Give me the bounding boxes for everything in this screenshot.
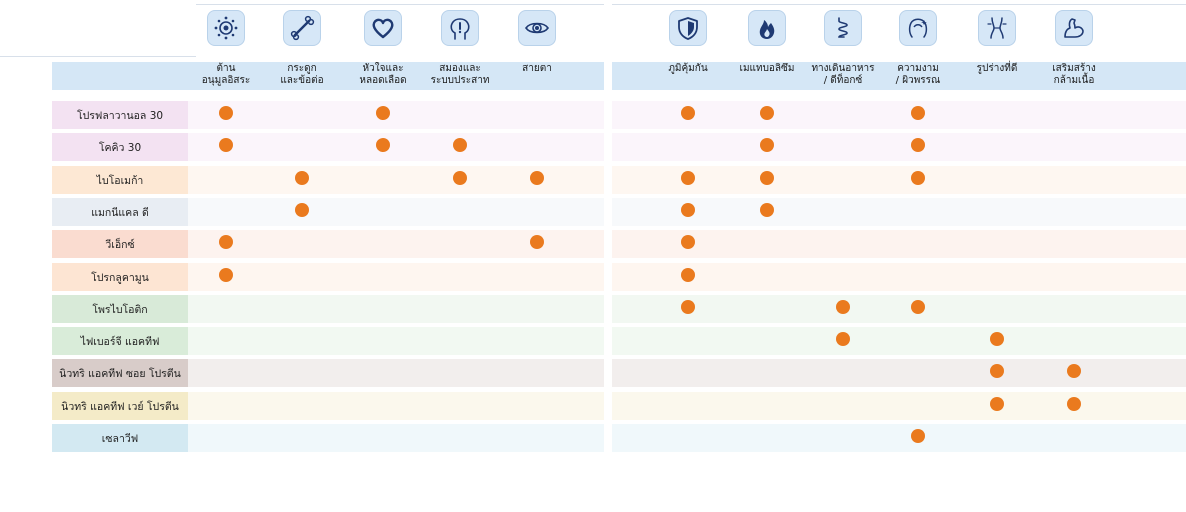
column-label-eye: สายตา bbox=[522, 63, 552, 74]
top-divider-left bbox=[196, 4, 604, 5]
table-row-bg bbox=[612, 101, 1186, 129]
table-row-bg bbox=[612, 295, 1186, 323]
table-row-bg bbox=[612, 327, 1186, 355]
benefit-dot-shield bbox=[681, 203, 695, 217]
benefit-dot-digestion bbox=[836, 332, 850, 346]
column-label-immunity: ต้าน อนุมูลอิสระ bbox=[201, 63, 251, 86]
benefit-dot-metabolism bbox=[760, 106, 774, 120]
row-label: โปรฟลาวานอล 30 bbox=[52, 101, 188, 129]
side-divider bbox=[0, 56, 196, 57]
table-row-bg bbox=[188, 101, 604, 129]
benefit-dot-brain bbox=[453, 138, 467, 152]
benefit-dot-immunity bbox=[219, 106, 233, 120]
top-divider-right bbox=[612, 4, 1186, 5]
row-label: นิวทริ แอคทีฟ เวย์ โปรตีน bbox=[52, 392, 188, 420]
benefit-dot-shield bbox=[681, 235, 695, 249]
benefit-dot-immunity bbox=[219, 235, 233, 249]
column-label-shape: รูปร่างที่ดี bbox=[976, 63, 1018, 74]
brain-icon bbox=[441, 10, 479, 46]
table-row-bg bbox=[188, 424, 604, 452]
table-row-bg bbox=[188, 392, 604, 420]
benefit-dot-digestion bbox=[836, 300, 850, 314]
column-label-heart: หัวใจและ หลอดเลือด bbox=[359, 63, 407, 86]
muscle-icon bbox=[1055, 10, 1093, 46]
benefit-dot-heart bbox=[376, 138, 390, 152]
benefit-dot-metabolism bbox=[760, 171, 774, 185]
table-row-bg bbox=[188, 263, 604, 291]
row-label: นิวทริ แอคทีฟ ซอย โปรตีน bbox=[52, 359, 188, 387]
benefit-dot-metabolism bbox=[760, 203, 774, 217]
benefit-dot-shield bbox=[681, 106, 695, 120]
table-row-bg bbox=[612, 230, 1186, 258]
benefit-dot-shape bbox=[990, 364, 1004, 378]
header-band-right bbox=[612, 62, 1186, 90]
table-row-bg bbox=[188, 359, 604, 387]
benefit-dot-beauty bbox=[911, 171, 925, 185]
column-label-brain: สมองและ ระบบประสาท bbox=[430, 63, 490, 86]
body-shape-icon bbox=[978, 10, 1016, 46]
row-label: โคคิว 30 bbox=[52, 133, 188, 161]
benefit-dot-bone bbox=[295, 171, 309, 185]
column-label-bone: กระดูก และข้อต่อ bbox=[280, 63, 324, 86]
table-row-bg bbox=[188, 295, 604, 323]
table-row-bg bbox=[188, 198, 604, 226]
benefit-dot-heart bbox=[376, 106, 390, 120]
benefit-dot-brain bbox=[453, 171, 467, 185]
row-label: เซลาวีฟ bbox=[52, 424, 188, 452]
benefit-dot-shape bbox=[990, 332, 1004, 346]
benefit-dot-muscle bbox=[1067, 397, 1081, 411]
antioxidant-molecule-icon bbox=[207, 10, 245, 46]
bone-icon bbox=[283, 10, 321, 46]
benefit-dot-shield bbox=[681, 171, 695, 185]
row-label: วีเอ็กซ์ bbox=[52, 230, 188, 258]
benefit-dot-beauty bbox=[911, 429, 925, 443]
intestine-icon bbox=[824, 10, 862, 46]
table-row-bg bbox=[612, 359, 1186, 387]
column-label-digestion: ทางเดินอาหาร / ดีท็อกซ์ bbox=[811, 63, 875, 86]
row-label: ไบโอเมก้า bbox=[52, 166, 188, 194]
heart-icon bbox=[364, 10, 402, 46]
table-row-bg bbox=[612, 424, 1186, 452]
table-row-bg bbox=[188, 133, 604, 161]
table-row-bg bbox=[612, 263, 1186, 291]
benefit-dot-eye bbox=[530, 171, 544, 185]
column-label-shield: ภูมิคุ้มกัน bbox=[668, 63, 708, 74]
header-band-left bbox=[52, 62, 604, 90]
shield-icon bbox=[669, 10, 707, 46]
table-row-bg bbox=[612, 133, 1186, 161]
row-label: โพรไบโอติก bbox=[52, 295, 188, 323]
benefit-dot-eye bbox=[530, 235, 544, 249]
benefit-dot-immunity bbox=[219, 268, 233, 282]
column-label-metabolism: เมแทบอลิซึม bbox=[739, 63, 795, 74]
benefit-dot-shape bbox=[990, 397, 1004, 411]
benefit-dot-beauty bbox=[911, 106, 925, 120]
table-row-bg bbox=[612, 166, 1186, 194]
benefit-dot-muscle bbox=[1067, 364, 1081, 378]
column-label-beauty: ความงาม / ผิวพรรณ bbox=[895, 63, 941, 86]
benefit-dot-shield bbox=[681, 300, 695, 314]
table-row-bg bbox=[612, 392, 1186, 420]
row-label: แมกนีแคล ดี bbox=[52, 198, 188, 226]
flame-icon bbox=[748, 10, 786, 46]
benefit-dot-shield bbox=[681, 268, 695, 282]
eye-icon bbox=[518, 10, 556, 46]
row-label: โปรกลูคามูน bbox=[52, 263, 188, 291]
benefit-dot-beauty bbox=[911, 138, 925, 152]
face-icon bbox=[899, 10, 937, 46]
column-label-muscle: เสริมสร้าง กล้ามเนื้อ bbox=[1052, 63, 1096, 86]
benefit-dot-immunity bbox=[219, 138, 233, 152]
benefit-dot-beauty bbox=[911, 300, 925, 314]
row-label: ไฟเบอร์จี แอคทีฟ bbox=[52, 327, 188, 355]
benefit-dot-metabolism bbox=[760, 138, 774, 152]
table-row-bg bbox=[188, 327, 604, 355]
benefit-dot-bone bbox=[295, 203, 309, 217]
table-row-bg bbox=[612, 198, 1186, 226]
